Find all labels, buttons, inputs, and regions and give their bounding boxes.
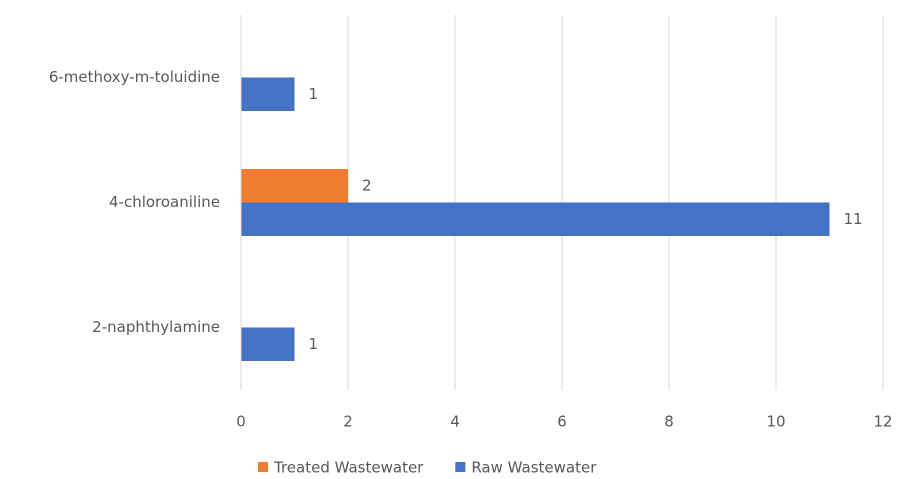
x-tick-label: 8 xyxy=(664,413,674,431)
data-label: 11 xyxy=(844,210,863,228)
legend-label: Raw Wastewater xyxy=(471,459,597,477)
x-tick-label: 12 xyxy=(873,413,892,431)
bar xyxy=(241,202,830,236)
x-tick-label: 2 xyxy=(343,413,353,431)
legend-swatch xyxy=(258,462,268,472)
bar xyxy=(241,169,348,203)
y-tick-label: 6-methoxy-m-toluidine xyxy=(49,68,220,86)
x-tick-label: 0 xyxy=(236,413,246,431)
x-tick-label: 10 xyxy=(766,413,785,431)
x-tick-label: 4 xyxy=(450,413,460,431)
data-label: 1 xyxy=(309,85,319,103)
y-tick-label: 2-naphthylamine xyxy=(92,318,220,336)
x-tick-label: 6 xyxy=(557,413,567,431)
y-tick-label: 4-chloroaniline xyxy=(109,193,220,211)
legend-label: Treated Wastewater xyxy=(273,459,424,477)
legend-swatch xyxy=(455,462,466,472)
bar xyxy=(241,327,295,361)
bar xyxy=(241,77,295,111)
data-label: 1 xyxy=(309,335,319,353)
data-label: 2 xyxy=(362,176,372,194)
